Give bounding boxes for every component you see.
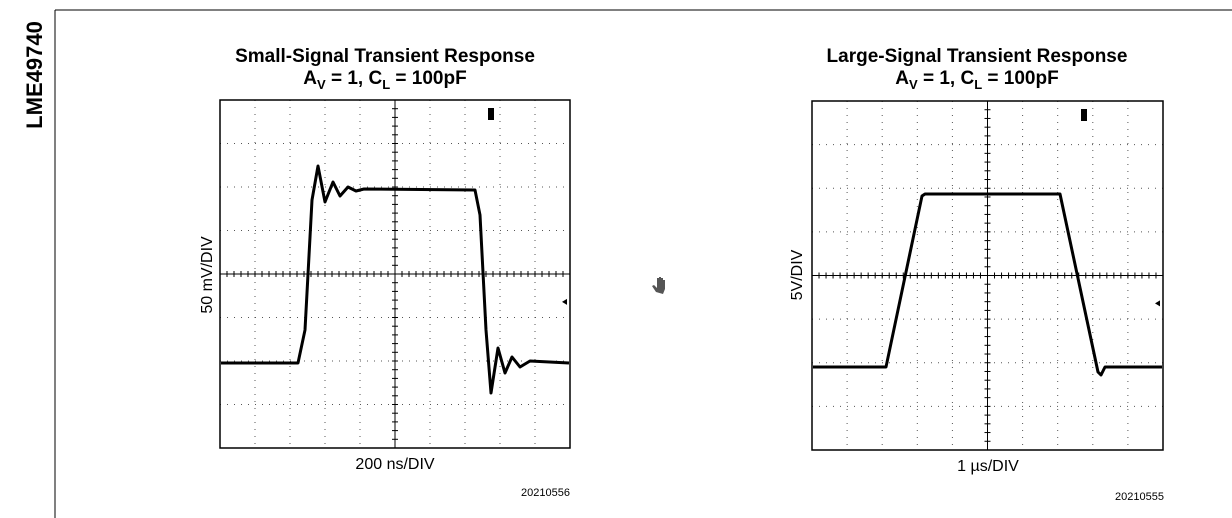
level-marker [1155, 300, 1160, 307]
figure-title: Large-Signal Transient Response [827, 46, 1128, 67]
waveform [813, 192, 1162, 377]
figure-subtitle: AV = 1, CL = 100pF [303, 68, 466, 92]
trigger-marker [488, 108, 494, 120]
y-axis-label: 5V/DIV [789, 249, 806, 300]
figure: Small-Signal Transient Response AV = 1, … [199, 46, 571, 499]
trigger-marker [1081, 109, 1087, 121]
screen-border [811, 100, 1164, 451]
x-axis-label: 1 µs/DIV [957, 458, 1019, 475]
figure-id: 20210556 [521, 487, 570, 499]
figure-subtitle: AV = 1, CL = 100pF [895, 68, 1058, 92]
subtitle-part: A [303, 68, 317, 89]
subtitle-subscript: L [974, 77, 982, 92]
figure-id: 20210555 [1115, 491, 1164, 503]
subtitle-subscript: L [382, 77, 390, 92]
hand-cursor [652, 277, 665, 294]
scope-screen [811, 100, 1164, 451]
side-label: LME49740 [22, 21, 47, 129]
subtitle-part: = 1, C [918, 68, 975, 89]
subtitle-part: A [895, 68, 909, 89]
waveform [221, 164, 570, 395]
subtitle-part: = 1, C [326, 68, 383, 89]
figure: Large-Signal Transient Response AV = 1, … [789, 46, 1164, 503]
screen-border [219, 99, 571, 449]
subtitle-part: = 100pF [390, 68, 467, 89]
subtitle-subscript: V [909, 77, 918, 92]
x-axis-label: 200 ns/DIV [355, 456, 434, 473]
y-axis-label: 50 mV/DIV [199, 236, 216, 314]
subtitle-subscript: V [317, 77, 326, 92]
level-marker [562, 298, 567, 305]
scope-screen [219, 99, 571, 449]
subtitle-part: = 100pF [982, 68, 1059, 89]
figure-title: Small-Signal Transient Response [235, 46, 535, 67]
